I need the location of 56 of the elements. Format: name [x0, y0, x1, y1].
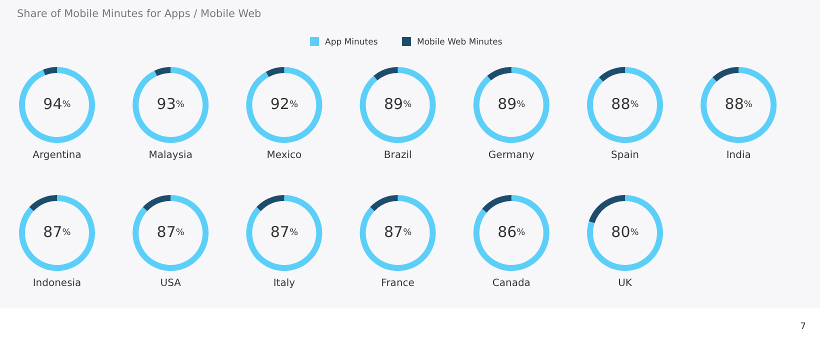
donut-slice: [246, 195, 322, 271]
donut-slice: [360, 195, 436, 271]
donut-slice: [374, 67, 398, 80]
text: Mexico: [266, 150, 302, 161]
donut-slice: [256, 195, 284, 212]
donut-slice: [473, 67, 550, 143]
data-label: 93%: [156, 95, 185, 114]
donut-slice: [19, 67, 95, 143]
text: Share of Mobile Minutes for Apps / Mobile Web: [17, 8, 262, 20]
data-label: 87%: [384, 223, 412, 242]
donut-slice: [132, 67, 209, 143]
data-label: 88%: [724, 95, 753, 114]
donut-slice: [246, 67, 322, 143]
data-label: 87%: [156, 223, 185, 242]
data-label: 87%: [270, 223, 298, 242]
donut-slice: [43, 67, 57, 76]
text: 7: [800, 322, 806, 332]
text: France: [381, 278, 414, 289]
data-label: 94%: [43, 95, 72, 114]
text: Malaysia: [148, 150, 192, 161]
donut-slice: [598, 67, 625, 82]
donut-slice: [370, 195, 398, 212]
donut-slice: [700, 67, 777, 143]
legend-label: Mobile Web Minutes: [417, 37, 503, 48]
legend-label: App Minutes: [325, 37, 378, 48]
text: Spain: [611, 150, 639, 161]
donut-slice: [142, 195, 171, 212]
text: Italy: [273, 278, 296, 289]
donut-slice: [132, 195, 209, 271]
text: USA: [160, 278, 182, 289]
data-label: 89%: [384, 95, 412, 114]
text: Argentina: [32, 150, 82, 161]
donut-slice: [587, 195, 663, 271]
text: Germany: [488, 150, 534, 161]
donut-slice: [482, 195, 512, 213]
data-label: 86%: [498, 223, 526, 242]
donut-slice: [712, 67, 739, 82]
donut-slice: [487, 67, 512, 80]
text: UK: [618, 278, 632, 289]
donut-slice: [19, 195, 95, 271]
donut-slice: [266, 67, 284, 77]
text: Canada: [492, 278, 530, 289]
donut-slice: [29, 195, 57, 212]
text: India: [726, 150, 751, 161]
donut-slice: [587, 67, 663, 143]
donut-slice: [360, 67, 436, 143]
donut-slice: [588, 195, 625, 224]
data-label: 88%: [611, 95, 640, 114]
donut-slice: [473, 195, 550, 271]
data-label: 80%: [611, 223, 640, 242]
text: Brazil: [384, 150, 412, 161]
donut-slice: [154, 67, 171, 76]
data-label: 89%: [498, 95, 526, 114]
text: Indonesia: [32, 278, 82, 289]
data-label: 92%: [270, 95, 298, 114]
data-label: 87%: [43, 223, 72, 242]
